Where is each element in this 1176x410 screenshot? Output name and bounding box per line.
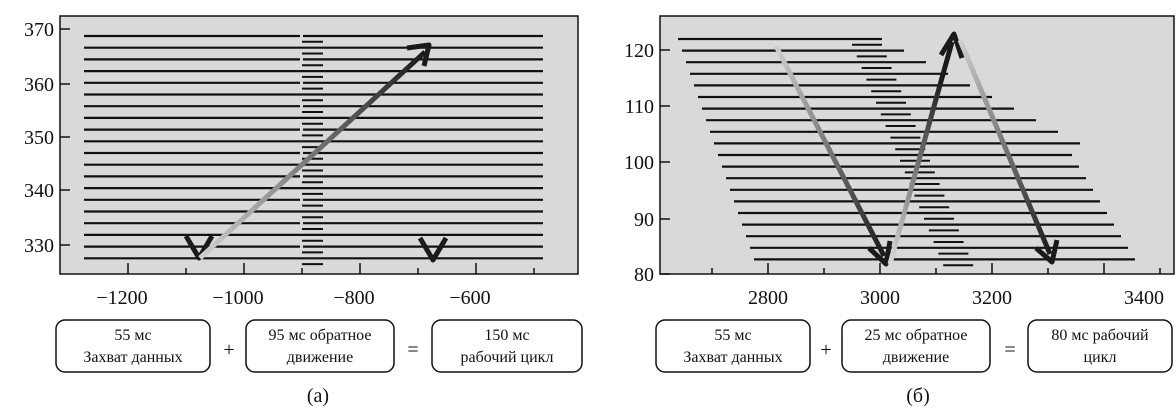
panel-a-y-tick-label: 360 <box>24 74 54 96</box>
svg-text:цикл: цикл <box>1084 349 1117 366</box>
panel-b-y-tick-label: 80 <box>634 264 654 286</box>
panel-a-arrow-down-right <box>417 50 449 263</box>
panel-b-x-tick-label: 3000 <box>860 287 900 309</box>
panel-b-plot-area <box>659 15 1175 275</box>
svg-text:95 мс обратное: 95 мс обратное <box>269 327 372 344</box>
svg-text:80 мс рабочий: 80 мс рабочий <box>1051 327 1149 344</box>
box-capture-time: 55 мс Захват данных <box>55 319 211 373</box>
equals-sign: = <box>1004 339 1015 361</box>
panel-a-arrow-diagonal-up <box>198 42 432 260</box>
svg-text:55 мс: 55 мс <box>714 327 751 344</box>
panel-a-x-tick-label: −1000 <box>212 287 263 309</box>
box-return-time: 95 мс обратное движение <box>245 319 395 373</box>
panel-b-x-tick-label: 2800 <box>748 287 788 309</box>
panel-b-x-tick-label: 3400 <box>1124 287 1164 309</box>
box-cycle-time: 80 мс рабочий цикл <box>1027 319 1173 373</box>
panel-a-y-tick-label: 370 <box>24 19 54 41</box>
plus-sign: + <box>223 339 234 361</box>
panel-a-x-tick-label: −800 <box>333 287 374 309</box>
svg-text:Захват данных: Захват данных <box>683 349 782 366</box>
panel-a-y-tick-label: 340 <box>24 180 54 202</box>
panel-b: 120 110 100 90 80 2800 3000 3200 3400 55… <box>624 15 1175 407</box>
panel-a-x-tick-label: −600 <box>449 287 490 309</box>
panel-b-equation: 55 мс Захват данных + 25 мс обратное дви… <box>655 319 1173 373</box>
panel-a-caption: (а) <box>307 385 329 407</box>
panel-b-x-ticks <box>711 263 1161 274</box>
panel-b-caption: (б) <box>906 385 930 407</box>
panel-a-x-tick-label: −1200 <box>96 287 147 309</box>
panel-b-y-tick-label: 90 <box>634 209 654 231</box>
panel-b-scan-lines <box>678 37 1135 267</box>
panel-a-scan-lines <box>84 34 543 266</box>
panel-a-y-tick-label: 350 <box>24 127 54 149</box>
svg-text:движение: движение <box>287 349 353 366</box>
panel-b-arrow-down-second <box>957 39 1060 265</box>
panel-b-x-tick-label: 3200 <box>972 287 1012 309</box>
panel-a-y-tick-label: 330 <box>24 235 54 257</box>
box-return-time: 25 мс обратное движение <box>841 319 991 373</box>
equals-sign: = <box>407 339 418 361</box>
box-capture-time: 55 мс Захват данных <box>655 319 811 373</box>
panel-a-equation: 55 мс Захват данных + 95 мс обратное дви… <box>55 319 583 373</box>
panel-a-arrow-down-left <box>183 46 215 261</box>
svg-text:Захват данных: Захват данных <box>83 349 182 366</box>
panel-b-arrow-up <box>887 31 965 265</box>
svg-text:150 мс: 150 мс <box>484 327 529 344</box>
svg-text:55 мс: 55 мс <box>114 327 151 344</box>
panel-a-y-ticks <box>60 28 70 246</box>
svg-text:рабочий цикл: рабочий цикл <box>461 349 554 366</box>
plus-sign: + <box>820 339 831 361</box>
box-cycle-time: 150 мс рабочий цикл <box>431 319 583 373</box>
panel-b-y-tick-label: 120 <box>624 40 654 62</box>
panel-b-y-tick-label: 100 <box>624 152 654 174</box>
panel-b-y-ticks <box>660 49 670 275</box>
panel-b-y-tick-label: 110 <box>625 96 654 118</box>
panel-a-x-ticks <box>127 263 535 274</box>
panel-a: 370 360 350 340 330 −1200 −1000 −800 −60… <box>24 15 583 407</box>
svg-text:движение: движение <box>883 349 949 366</box>
panel-b-arrow-down-first <box>773 44 893 267</box>
svg-text:25 мс обратное: 25 мс обратное <box>865 327 968 344</box>
